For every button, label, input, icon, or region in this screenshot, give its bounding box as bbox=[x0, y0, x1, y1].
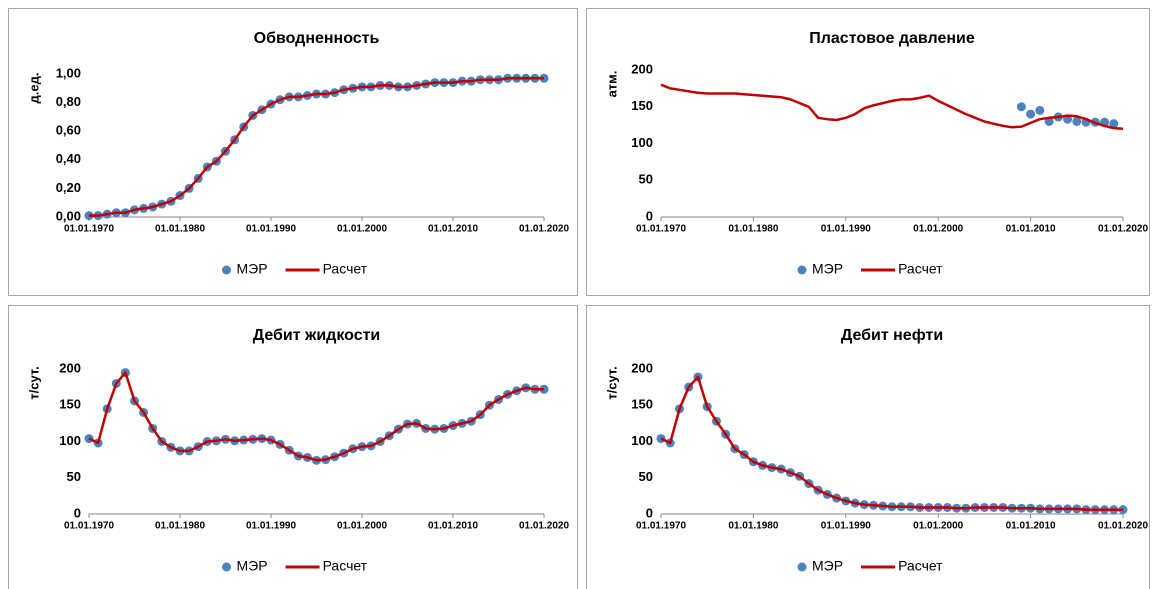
legend-label: МЭР bbox=[812, 558, 843, 574]
y-tick-label: 50 bbox=[639, 469, 653, 484]
x-tick-label: 01.01.1980 bbox=[155, 224, 205, 235]
chart-title: Дебит нефти bbox=[841, 327, 943, 344]
y-tick-label: 150 bbox=[631, 397, 653, 412]
y-tick-label: 150 bbox=[631, 98, 653, 113]
legend-marker bbox=[797, 265, 807, 275]
x-tick-label: 01.01.1970 bbox=[64, 224, 114, 235]
y-tick-label: 1,00 bbox=[56, 65, 81, 80]
y-tick-label: 100 bbox=[59, 433, 81, 448]
chart-title: Пластовое давление bbox=[809, 30, 975, 47]
x-tick-label: 01.01.2020 bbox=[1098, 224, 1148, 235]
x-tick-label: 01.01.2000 bbox=[337, 521, 387, 532]
chart-panel: Дебит нефти т/сут. 0 50 100 150 200 01.01.1970 0… bbox=[586, 305, 1150, 589]
y-tick-label: 200 bbox=[631, 360, 653, 375]
data-line bbox=[660, 83, 1124, 131]
legend-marker bbox=[222, 265, 231, 275]
chart: Дебит жидкости т/сут. 0 50 100 150 200 01.01.19… bbox=[26, 327, 569, 574]
chart: Пластовое давление атм. 0 50 100 150 200 01.01.… bbox=[604, 30, 1148, 277]
data-point bbox=[1072, 116, 1082, 126]
data-line bbox=[660, 375, 1123, 511]
x-tick-label: 01.01.1970 bbox=[636, 224, 686, 235]
x-tick-label: 01.01.1990 bbox=[246, 521, 296, 532]
chart: Дебит нефти т/сут. 0 50 100 150 200 01.01.1970 0… bbox=[604, 327, 1148, 574]
x-tick-label: 01.01.1990 bbox=[821, 224, 871, 235]
x-tick-label: 01.01.2000 bbox=[913, 224, 963, 235]
data-point bbox=[1026, 109, 1036, 119]
data-point bbox=[1016, 102, 1026, 112]
x-tick-label: 01.01.1970 bbox=[64, 521, 114, 532]
x-tick-label: 01.01.2020 bbox=[1098, 521, 1148, 532]
y-tick-label: 0,60 bbox=[56, 123, 81, 138]
y-tick-label: 0,80 bbox=[56, 94, 81, 109]
y-tick-label: 0,40 bbox=[56, 151, 81, 166]
data-line bbox=[88, 371, 544, 462]
x-tick-label: 01.01.2010 bbox=[428, 224, 478, 235]
y-tick-label: 100 bbox=[631, 433, 653, 448]
y-axis-label: атм. bbox=[604, 71, 619, 98]
x-tick-label: 01.01.1990 bbox=[246, 224, 296, 235]
y-tick-label: 0 bbox=[74, 505, 81, 520]
x-tick-label: 01.01.1980 bbox=[728, 521, 778, 532]
x-tick-label: 01.01.2000 bbox=[913, 521, 963, 532]
legend-label: МЭР bbox=[812, 261, 843, 277]
y-tick-label: 0,00 bbox=[56, 208, 81, 223]
y-axis-label: д.ед. bbox=[26, 73, 41, 104]
x-tick-label: 01.01.2010 bbox=[1006, 224, 1056, 235]
x-tick-label: 01.01.2010 bbox=[428, 521, 478, 532]
y-tick-label: 150 bbox=[59, 397, 81, 412]
data-point bbox=[1035, 105, 1045, 115]
legend-marker bbox=[797, 562, 807, 572]
legend-label: Расчет bbox=[898, 261, 943, 277]
y-tick-label: 50 bbox=[67, 469, 81, 484]
chart-panel: Обводненность д.ед. 0,00 0,20 0,40 0,60 0,80 1,… bbox=[8, 8, 578, 296]
x-tick-label: 01.01.2000 bbox=[337, 224, 387, 235]
x-tick-label: 01.01.1980 bbox=[155, 521, 205, 532]
y-tick-label: 0 bbox=[646, 208, 653, 223]
y-tick-label: 200 bbox=[59, 360, 81, 375]
legend-label: МЭР bbox=[237, 261, 268, 277]
y-axis-label: т/сут. bbox=[26, 366, 41, 399]
y-tick-label: 200 bbox=[631, 61, 653, 76]
data-point bbox=[1109, 119, 1119, 129]
chart-panel: Дебит жидкости т/сут. 0 50 100 150 200 01.01.19… bbox=[8, 305, 578, 589]
x-tick-label: 01.01.2010 bbox=[1006, 521, 1056, 532]
x-tick-label: 01.01.1980 bbox=[728, 224, 778, 235]
y-axis-label: т/сут. bbox=[604, 366, 619, 399]
legend-marker bbox=[222, 562, 231, 572]
x-tick-label: 01.01.1990 bbox=[821, 521, 871, 532]
chart-panel: Пластовое давление атм. 0 50 100 150 200 01.01.… bbox=[586, 8, 1150, 296]
y-tick-label: 50 bbox=[639, 172, 653, 187]
x-tick-label: 01.01.2020 bbox=[519, 224, 569, 235]
legend-label: Расчет bbox=[898, 558, 943, 574]
legend-label: Расчет bbox=[323, 558, 368, 574]
chart: Обводненность д.ед. 0,00 0,20 0,40 0,60 0,80 1,… bbox=[26, 30, 569, 277]
legend-label: Расчет bbox=[323, 261, 368, 277]
x-tick-label: 01.01.1970 bbox=[636, 521, 686, 532]
y-tick-label: 0 bbox=[646, 505, 653, 520]
data-line bbox=[89, 77, 544, 217]
legend-label: МЭР bbox=[237, 558, 268, 574]
chart-title: Обводненность bbox=[254, 30, 380, 47]
chart-title: Дебит жидкости bbox=[253, 327, 381, 344]
x-tick-label: 01.01.2020 bbox=[519, 521, 569, 532]
y-tick-label: 0,20 bbox=[56, 180, 81, 195]
y-tick-label: 100 bbox=[631, 135, 653, 150]
